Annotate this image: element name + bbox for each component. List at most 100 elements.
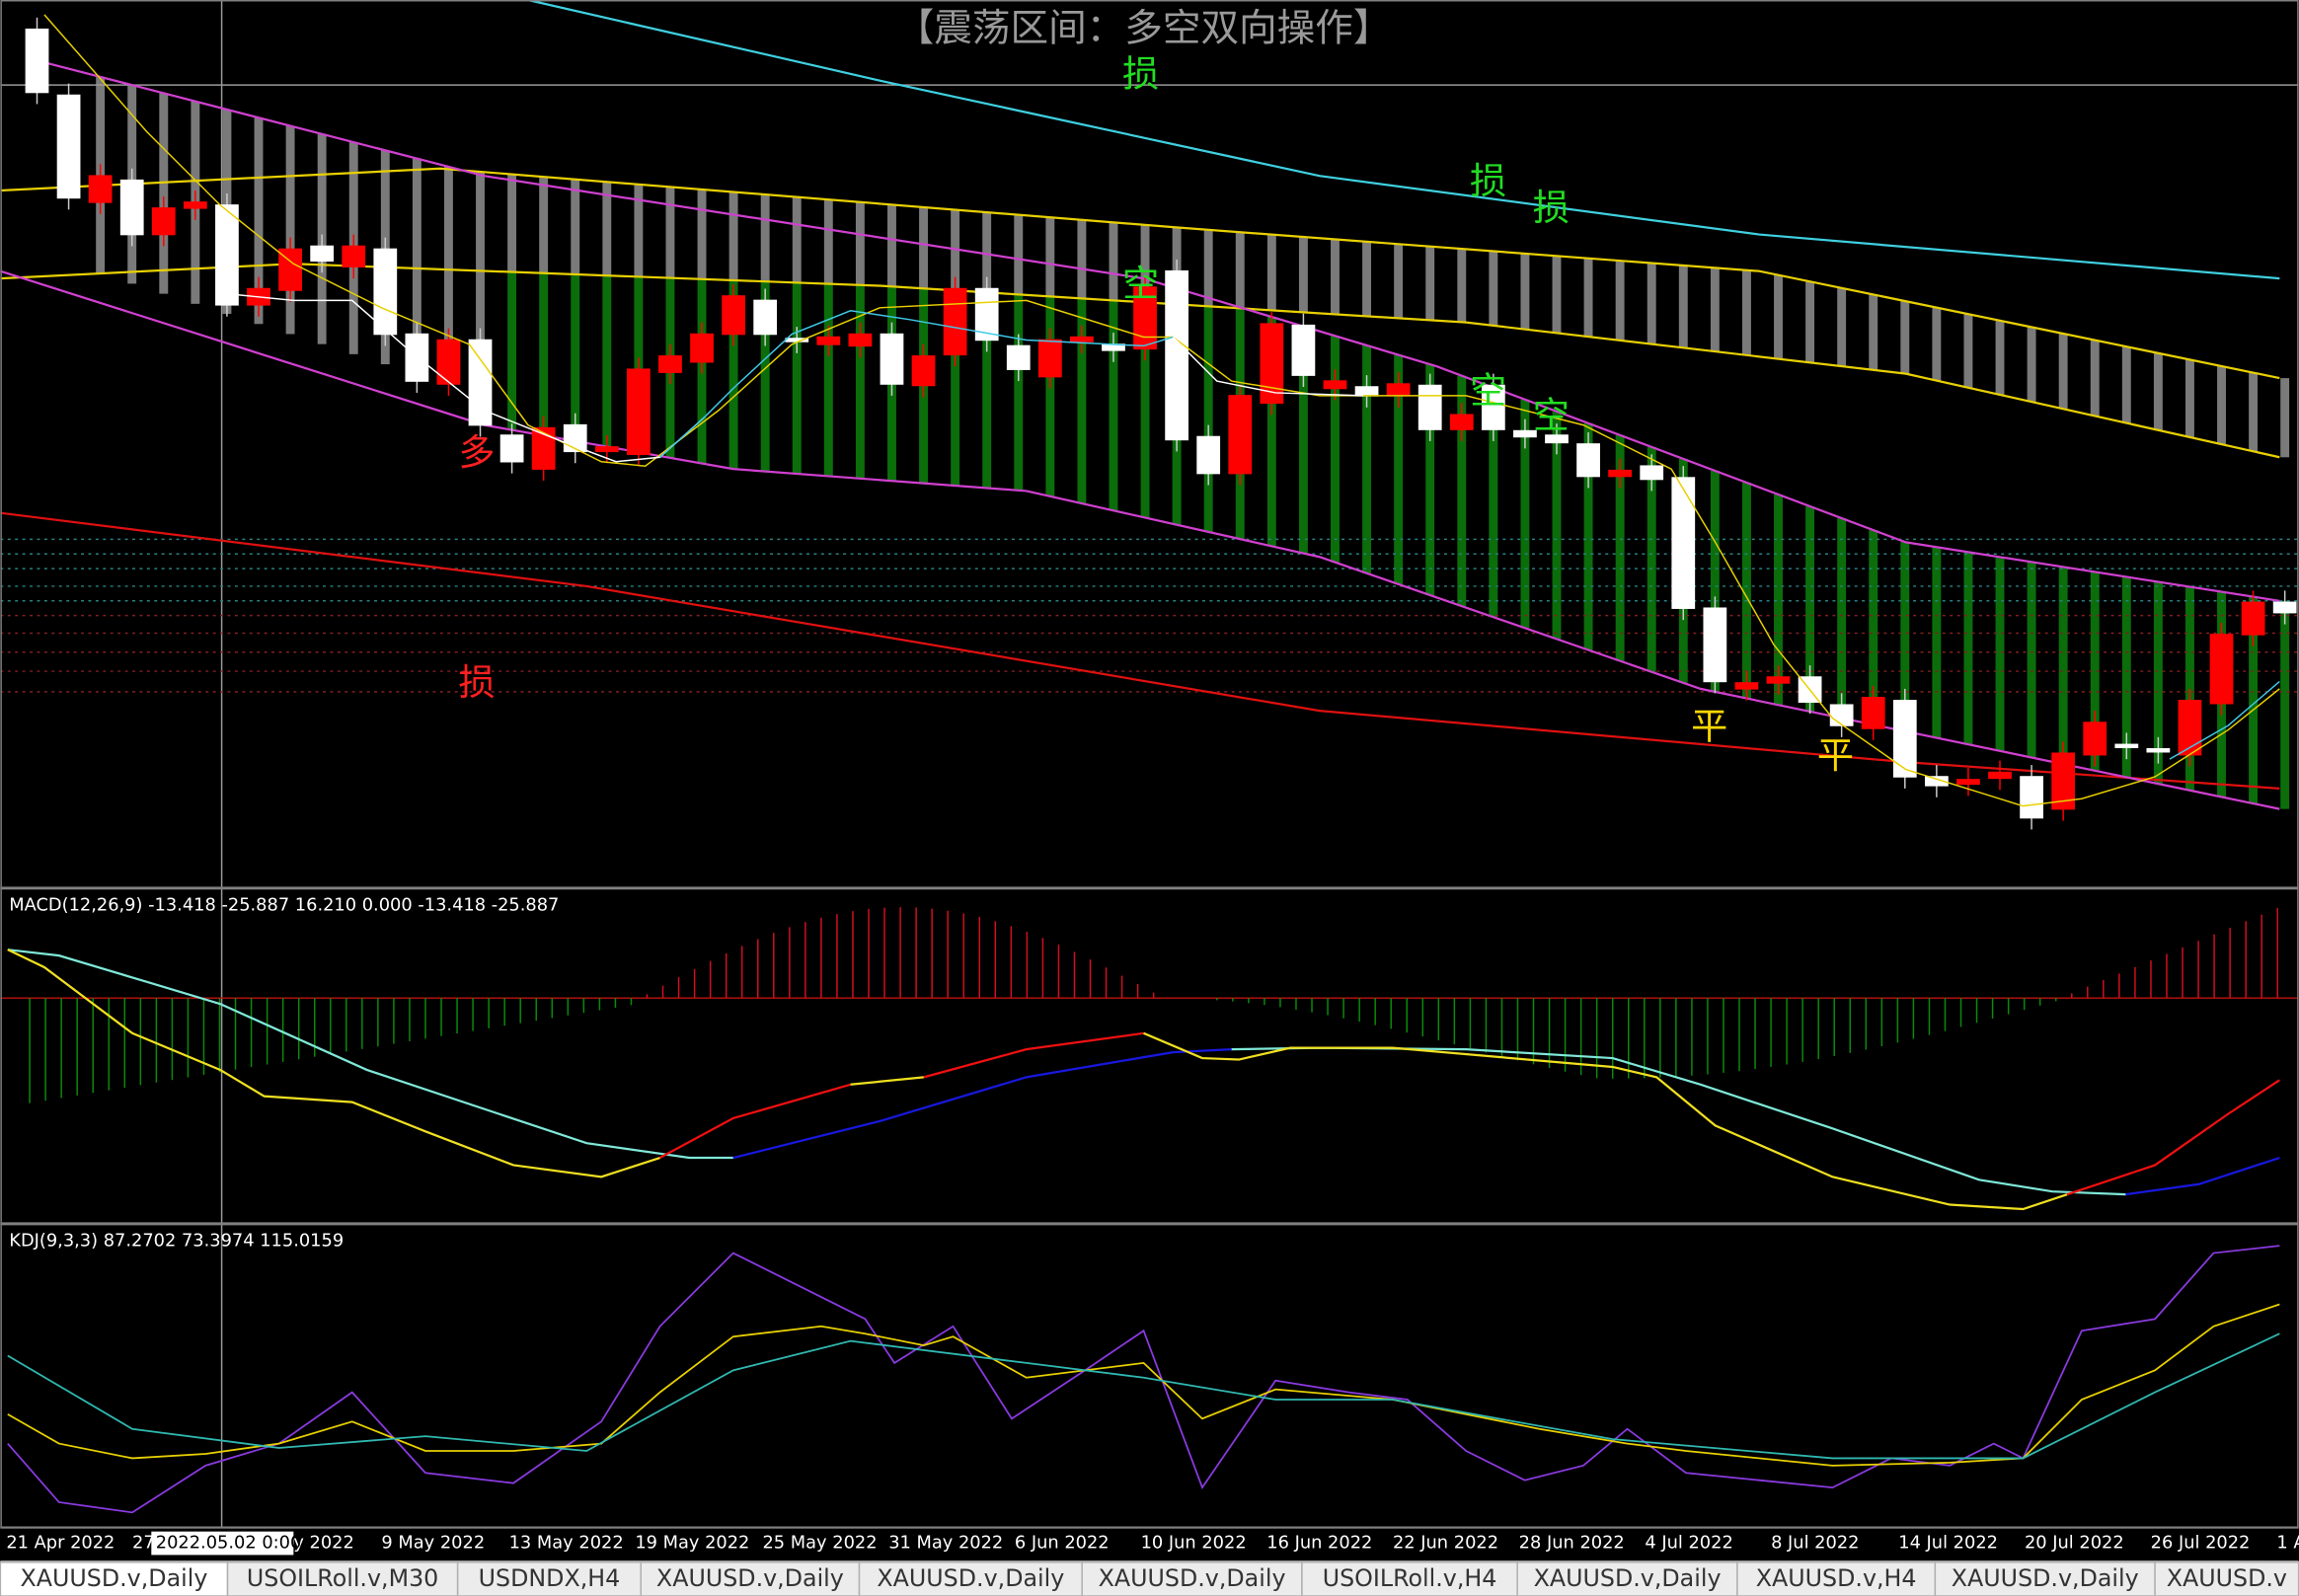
- candle-body: [753, 299, 778, 336]
- kdj-d: [7, 1332, 2280, 1460]
- band-bar: [1045, 296, 1055, 496]
- band-bar: [1362, 344, 1372, 573]
- band-bar: [2121, 576, 2131, 778]
- candle-body: [373, 248, 398, 336]
- candle-body: [880, 333, 904, 385]
- band-bar: [1109, 222, 1118, 301]
- tab[interactable]: [2154, 1561, 2299, 1596]
- band-bar: [1109, 300, 1118, 511]
- tab[interactable]: [1516, 1561, 1738, 1596]
- band-bar: [1583, 258, 1593, 338]
- band-bar: [1394, 244, 1404, 319]
- tab-label[interactable]: USDNDX,H4: [479, 1564, 621, 1592]
- band-bar: [1203, 229, 1213, 307]
- band-bar: [1425, 246, 1435, 321]
- band-bar: [2184, 586, 2194, 791]
- band-bar: [1647, 446, 1656, 672]
- kdj-header: KDJ(9,3,3) 87.2702 73.3974 115.0159: [9, 1231, 344, 1252]
- tab[interactable]: [456, 1561, 643, 1596]
- candle-body: [2209, 634, 2234, 705]
- band-bar: [1298, 326, 1308, 554]
- band-bar: [1900, 542, 1910, 731]
- band-bar: [1520, 399, 1530, 629]
- band-bar: [1963, 314, 1973, 388]
- tab[interactable]: [640, 1561, 861, 1596]
- tab-label[interactable]: XAUUSD.v,Daily: [877, 1564, 1064, 1592]
- ma-red: [0, 511, 2280, 790]
- candle-body: [1956, 779, 1980, 786]
- band-bar: [887, 204, 896, 287]
- cursor-box: [151, 1531, 294, 1556]
- band-bar: [1869, 530, 1878, 725]
- band-bar: [602, 275, 612, 447]
- candle-body: [215, 204, 239, 306]
- candle-body: [1829, 704, 1854, 726]
- band-bar: [1995, 320, 2005, 395]
- candle-body: [151, 207, 176, 236]
- band-bar: [159, 93, 169, 294]
- band-bar: [1995, 557, 2005, 751]
- band-bar: [2027, 327, 2036, 403]
- date-label: 13 May 2022: [509, 1533, 624, 1554]
- tab-label[interactable]: XAUUSD.v,Daily: [1952, 1564, 2139, 1592]
- tab-label[interactable]: XAUUSD.v,Daily: [656, 1564, 844, 1592]
- candle-body: [1133, 286, 1157, 350]
- cursor-label: 2022.05.02 0:00: [156, 1533, 302, 1554]
- tab-label[interactable]: USOILRoll.v,H4: [1323, 1564, 1497, 1592]
- band-bar: [1394, 354, 1404, 584]
- band-bar: [1235, 232, 1245, 309]
- tab[interactable]: [1736, 1561, 1937, 1596]
- band-bar: [2121, 346, 2131, 423]
- tab[interactable]: [1301, 1561, 1518, 1596]
- candle-body: [1291, 324, 1316, 376]
- date-axis: 21 Apr 2022 27 y 2022 9 May 2022 13 May 2022…: [6, 1533, 2299, 1554]
- ma-light: [659, 310, 1174, 458]
- band-bar: [539, 272, 549, 436]
- band-bar: [1805, 505, 1815, 712]
- band-bar: [1741, 269, 1751, 355]
- tab-label[interactable]: XAUUSD.v: [2167, 1564, 2287, 1592]
- band-bar: [1552, 256, 1562, 334]
- candle-body: [1545, 434, 1569, 444]
- date-label: y 2022: [293, 1533, 353, 1554]
- signal-marker: 损: [1533, 187, 1570, 229]
- date-label: 20 Jul 2022: [2025, 1533, 2124, 1554]
- tab-label[interactable]: XAUUSD.v,Daily: [1534, 1564, 1722, 1592]
- band-bar: [1774, 494, 1783, 706]
- date-label: 21 Apr 2022: [6, 1533, 115, 1554]
- date-label: 4 Jul 2022: [1645, 1533, 1732, 1554]
- tab-label[interactable]: XAUUSD.v,Daily: [21, 1564, 208, 1592]
- candle-body: [816, 336, 841, 345]
- band-bar: [1140, 302, 1150, 518]
- candle-body: [1481, 384, 1505, 430]
- date-label: 1 A: [2276, 1533, 2299, 1554]
- candle-body: [1196, 435, 1221, 475]
- date-label: 16 Jun 2022: [1266, 1533, 1372, 1554]
- band-bar: [1045, 217, 1055, 297]
- candle-body: [1576, 443, 1600, 478]
- band-bar: [2153, 352, 2163, 430]
- tab-label[interactable]: XAUUSD.v,Daily: [1099, 1564, 1286, 1592]
- band-bar: [1203, 306, 1213, 532]
- tab[interactable]: [858, 1561, 1083, 1596]
- band-bar: [412, 158, 421, 375]
- tab-label[interactable]: USOILRoll.v,M30: [247, 1564, 438, 1592]
- tabs: XAUUSD.v,Daily USOILRoll.v,M30 USDNDX,H4 XA…: [0, 1561, 2299, 1596]
- date-label: 27: [132, 1533, 155, 1554]
- macd-line-5: [1143, 1031, 2068, 1211]
- candle-body: [1608, 469, 1633, 478]
- band-bar: [1837, 287, 1847, 367]
- tab[interactable]: [1081, 1561, 1303, 1596]
- date-label: 22 Jun 2022: [1393, 1533, 1498, 1554]
- macd-signal: [7, 949, 733, 1160]
- band-bar: [1298, 237, 1308, 313]
- band-bar: [1520, 253, 1530, 330]
- candle-body: [627, 368, 651, 456]
- macd-signal-2: [732, 1048, 1232, 1160]
- candle-body: [658, 355, 682, 373]
- tab[interactable]: [0, 1561, 229, 1596]
- band-bar: [665, 187, 675, 278]
- tab-label[interactable]: XAUUSD.v,H4: [1756, 1564, 1917, 1592]
- candle-body: [2272, 601, 2297, 614]
